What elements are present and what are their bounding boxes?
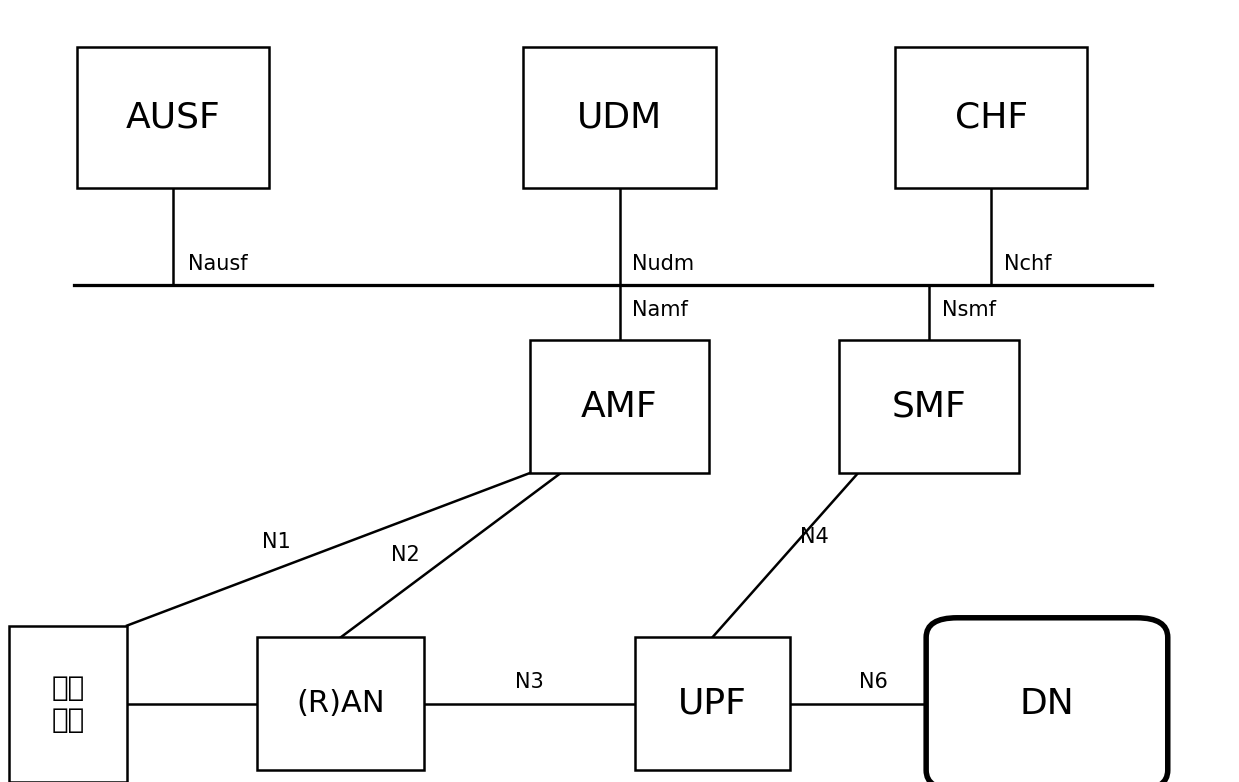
Text: (R)AN: (R)AN xyxy=(296,689,385,719)
Text: N2: N2 xyxy=(392,545,420,565)
Bar xyxy=(523,47,716,188)
Text: 用户
设备: 用户 设备 xyxy=(52,673,84,734)
Text: UDM: UDM xyxy=(577,100,662,135)
Text: Nudm: Nudm xyxy=(632,253,694,274)
Text: AUSF: AUSF xyxy=(126,100,221,135)
FancyBboxPatch shape xyxy=(926,618,1167,782)
Bar xyxy=(530,340,709,473)
Text: N4: N4 xyxy=(800,527,829,547)
Text: UPF: UPF xyxy=(678,687,747,721)
Text: CHF: CHF xyxy=(954,100,1028,135)
Bar xyxy=(10,626,126,782)
Text: Namf: Namf xyxy=(632,300,688,320)
Bar xyxy=(634,637,790,770)
Text: N3: N3 xyxy=(515,672,544,692)
Text: AMF: AMF xyxy=(581,389,658,424)
Text: SMF: SMF xyxy=(892,389,966,424)
Text: N1: N1 xyxy=(263,532,291,551)
Bar xyxy=(895,47,1088,188)
Bar xyxy=(840,340,1018,473)
Text: Nsmf: Nsmf xyxy=(942,300,996,320)
Text: Nchf: Nchf xyxy=(1004,253,1051,274)
Text: Nausf: Nausf xyxy=(188,253,248,274)
Text: N6: N6 xyxy=(859,672,888,692)
Bar xyxy=(258,637,424,770)
Text: DN: DN xyxy=(1020,687,1074,721)
Bar xyxy=(78,47,270,188)
